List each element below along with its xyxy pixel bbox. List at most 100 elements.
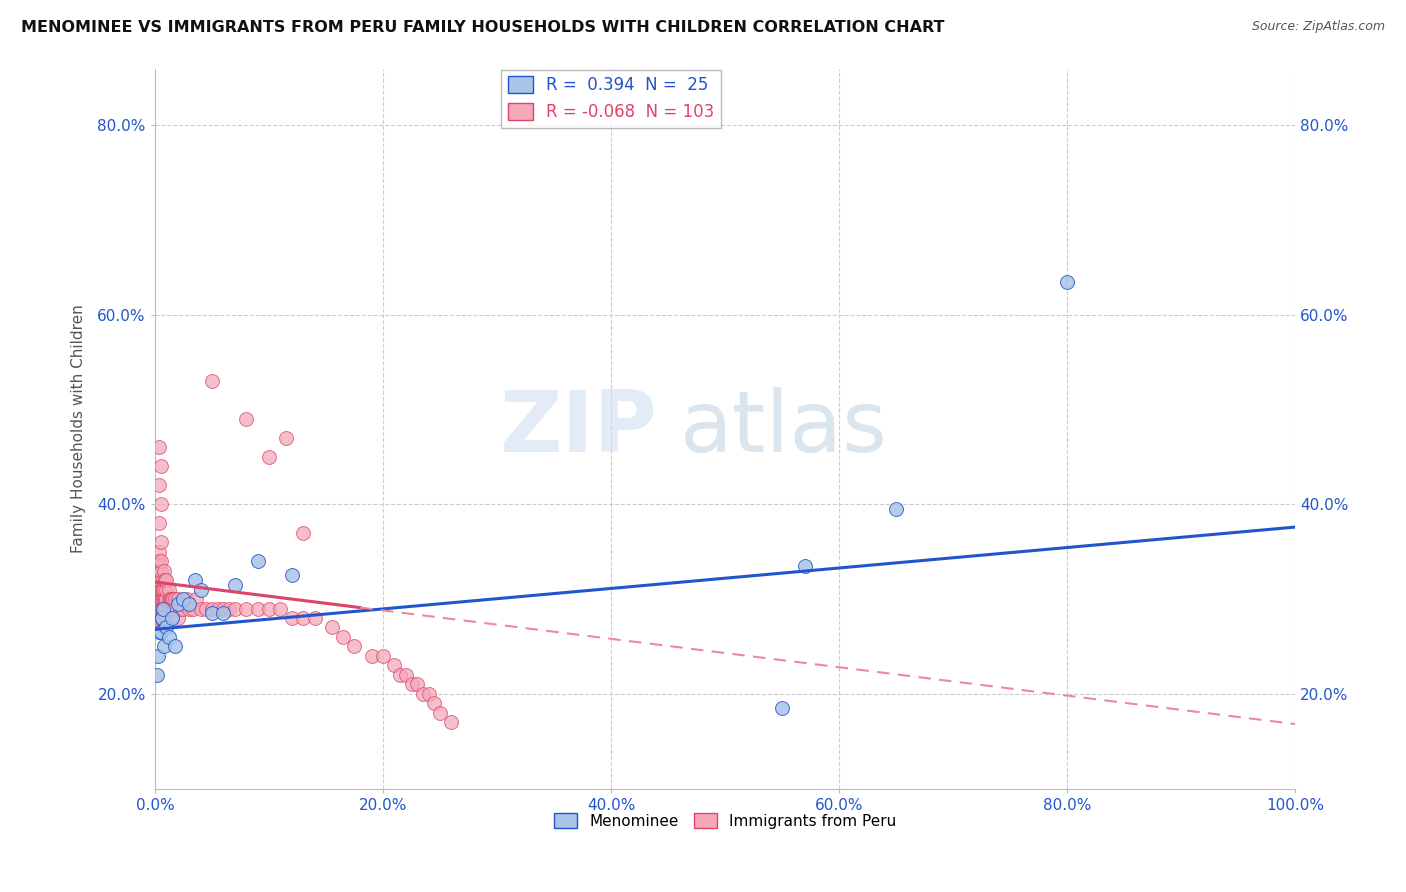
Point: [246, 601, 269, 615]
Point: [160, 611, 183, 625]
Point: [150, 601, 173, 615]
Point: [146, 582, 169, 597]
Point: [153, 564, 176, 578]
Legend: Menominee, Immigrants from Peru: Menominee, Immigrants from Peru: [548, 806, 903, 835]
Point: [148, 544, 170, 558]
Point: [321, 620, 343, 634]
Point: [145, 564, 167, 578]
Point: [149, 564, 172, 578]
Point: [195, 601, 218, 615]
Point: [176, 592, 198, 607]
Point: [246, 554, 269, 568]
Point: [166, 611, 188, 625]
Point: [160, 592, 183, 607]
Point: [153, 592, 176, 607]
Point: [149, 573, 172, 587]
Point: [257, 450, 280, 464]
Point: [412, 687, 434, 701]
Point: [148, 478, 170, 492]
Point: [152, 592, 174, 607]
Point: [155, 620, 177, 634]
Point: [149, 459, 172, 474]
Point: [163, 601, 186, 615]
Point: [770, 701, 793, 715]
Point: [274, 431, 297, 445]
Point: [794, 558, 817, 573]
Point: [157, 592, 180, 607]
Point: [384, 658, 406, 673]
Point: [150, 592, 173, 607]
Point: [148, 601, 170, 615]
Point: [190, 582, 212, 597]
Point: [884, 502, 907, 516]
Point: [149, 535, 172, 549]
Point: [146, 668, 169, 682]
Point: [152, 601, 174, 615]
Point: [146, 592, 169, 607]
Point: [153, 640, 176, 654]
Point: [152, 601, 174, 615]
Point: [169, 601, 191, 615]
Point: [155, 611, 177, 625]
Point: [165, 640, 187, 654]
Point: [148, 648, 170, 663]
Point: [148, 592, 170, 607]
Y-axis label: Family Households with Children: Family Households with Children: [72, 304, 86, 553]
Point: [149, 582, 172, 597]
Point: [224, 578, 246, 592]
Point: [172, 601, 194, 615]
Point: [152, 573, 174, 587]
Point: [148, 611, 170, 625]
Point: [177, 601, 200, 615]
Point: [389, 668, 412, 682]
Point: [281, 568, 304, 582]
Point: [150, 582, 173, 597]
Point: [177, 597, 200, 611]
Point: [207, 601, 229, 615]
Point: [201, 601, 224, 615]
Point: [155, 582, 177, 597]
Point: [149, 601, 172, 615]
Point: [148, 516, 170, 531]
Point: [190, 601, 212, 615]
Point: [184, 573, 207, 587]
Point: [162, 592, 184, 607]
Point: [181, 601, 204, 615]
Point: [212, 607, 235, 621]
Text: ZIP: ZIP: [499, 387, 657, 470]
Point: [160, 592, 183, 607]
Point: [292, 525, 315, 540]
Point: [153, 582, 176, 597]
Point: [148, 601, 170, 615]
Point: [395, 668, 418, 682]
Point: [149, 497, 172, 511]
Point: [145, 582, 167, 597]
Point: [406, 677, 429, 691]
Point: [149, 592, 172, 607]
Point: [153, 601, 176, 615]
Point: [418, 687, 440, 701]
Point: [218, 601, 240, 615]
Point: [148, 573, 170, 587]
Point: [157, 630, 180, 644]
Point: [157, 582, 180, 597]
Point: [304, 611, 326, 625]
Point: [235, 412, 257, 426]
Point: [150, 611, 173, 625]
Text: MENOMINEE VS IMMIGRANTS FROM PERU FAMILY HOUSEHOLDS WITH CHILDREN CORRELATION CH: MENOMINEE VS IMMIGRANTS FROM PERU FAMILY…: [21, 20, 945, 35]
Point: [153, 573, 176, 587]
Point: [146, 564, 169, 578]
Point: [148, 625, 170, 640]
Point: [148, 582, 170, 597]
Point: [149, 625, 172, 640]
Point: [153, 592, 176, 607]
Point: [429, 706, 451, 720]
Point: [148, 554, 170, 568]
Point: [145, 554, 167, 568]
Point: [157, 601, 180, 615]
Point: [148, 592, 170, 607]
Point: [148, 564, 170, 578]
Point: [172, 592, 194, 607]
Point: [150, 611, 173, 625]
Point: [148, 441, 170, 455]
